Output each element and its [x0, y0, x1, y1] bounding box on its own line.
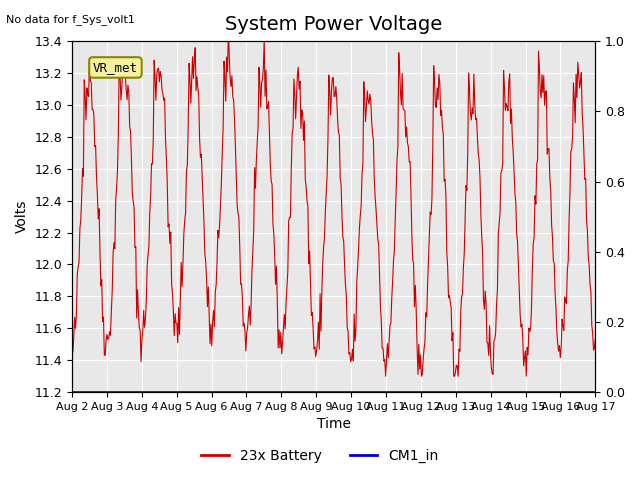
X-axis label: Time: Time: [317, 418, 351, 432]
Text: VR_met: VR_met: [93, 61, 138, 74]
Y-axis label: Volts: Volts: [15, 200, 29, 233]
Legend: 23x Battery, CM1_in: 23x Battery, CM1_in: [196, 443, 444, 468]
Title: System Power Voltage: System Power Voltage: [225, 15, 442, 34]
Text: No data for f_Sys_volt1: No data for f_Sys_volt1: [6, 14, 135, 25]
